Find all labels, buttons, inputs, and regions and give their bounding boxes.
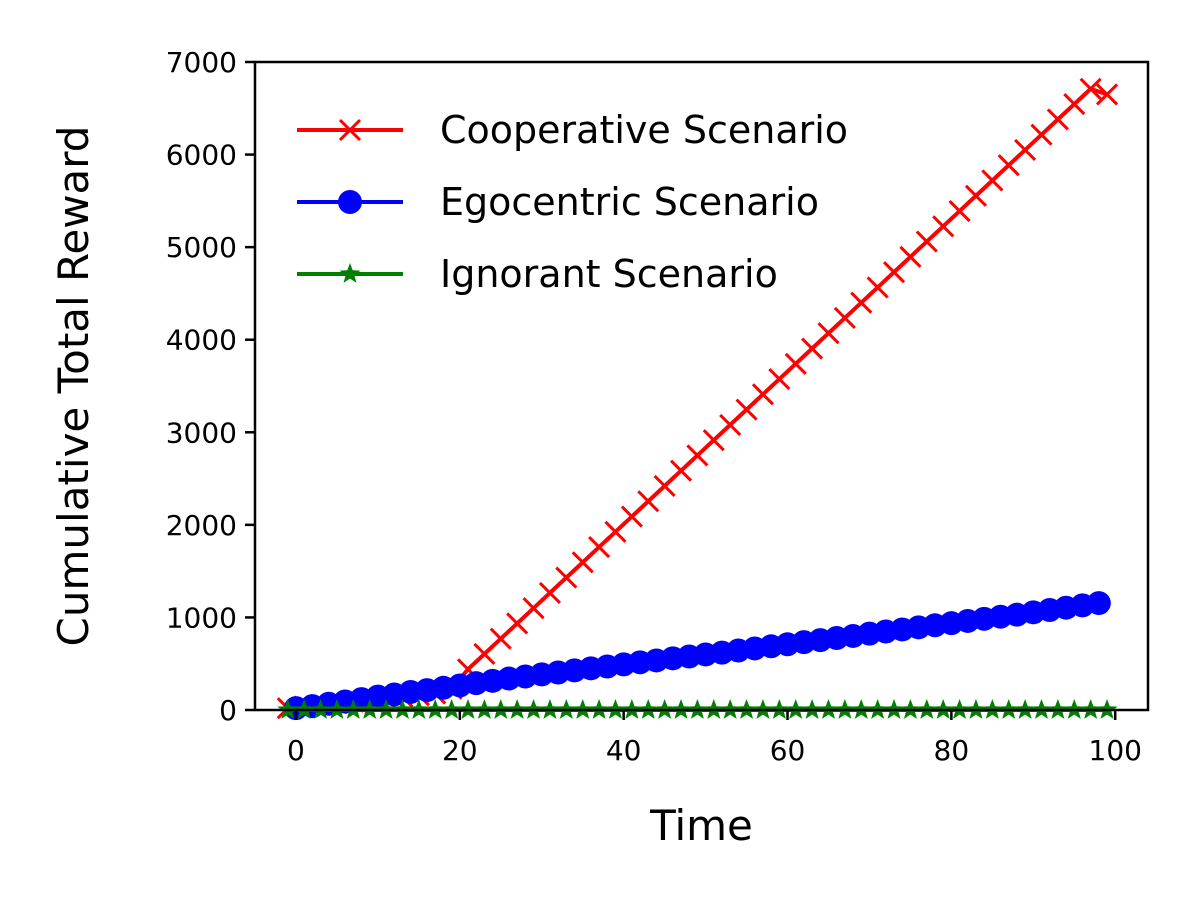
y-tick-label: 0 xyxy=(219,694,237,727)
y-tick-label: 5000 xyxy=(166,231,237,264)
legend-marker xyxy=(339,263,361,283)
legend-item: Ignorant Scenario xyxy=(297,252,778,296)
axes-frame xyxy=(253,60,1150,712)
legend-item: Egocentric Scenario xyxy=(297,180,819,224)
y-tick-label: 6000 xyxy=(166,139,237,172)
y-tick-label: 7000 xyxy=(166,46,237,79)
data-point xyxy=(1095,83,1119,106)
legend: Cooperative Scenario Egocentric Scenario I… xyxy=(297,108,848,296)
y-tick-label: 4000 xyxy=(166,324,237,357)
y-axis-title: Cumulative Total Reward xyxy=(49,126,98,647)
data-point xyxy=(1079,77,1102,100)
x-tick-label: 60 xyxy=(770,734,806,767)
x-tick-label: 80 xyxy=(934,734,970,767)
x-tick-label: 40 xyxy=(606,734,642,767)
legend-marker xyxy=(338,118,362,142)
y-tick-label: 3000 xyxy=(166,416,237,449)
y-tick-label: 1000 xyxy=(166,601,237,634)
legend-item: Cooperative Scenario xyxy=(297,108,848,152)
data-point xyxy=(1086,591,1111,616)
x-tick-label: 20 xyxy=(442,734,478,767)
y-tick-label: 2000 xyxy=(166,509,237,542)
legend-marker xyxy=(338,190,362,214)
legend-label: Cooperative Scenario xyxy=(440,108,848,152)
x-axis-ticks: 0 20 40 60 80 100 xyxy=(287,710,1142,767)
legend-label: Ignorant Scenario xyxy=(440,252,778,296)
y-axis-ticks: 0 1000 2000 3000 4000 5000 6000 7000 xyxy=(166,46,255,727)
x-tick-label: 0 xyxy=(287,734,305,767)
series-1 xyxy=(283,591,1111,721)
x-tick-label: 100 xyxy=(1089,734,1142,767)
series-layer xyxy=(276,77,1119,721)
legend-label: Egocentric Scenario xyxy=(440,180,819,224)
x-axis-title: Time xyxy=(649,801,753,850)
